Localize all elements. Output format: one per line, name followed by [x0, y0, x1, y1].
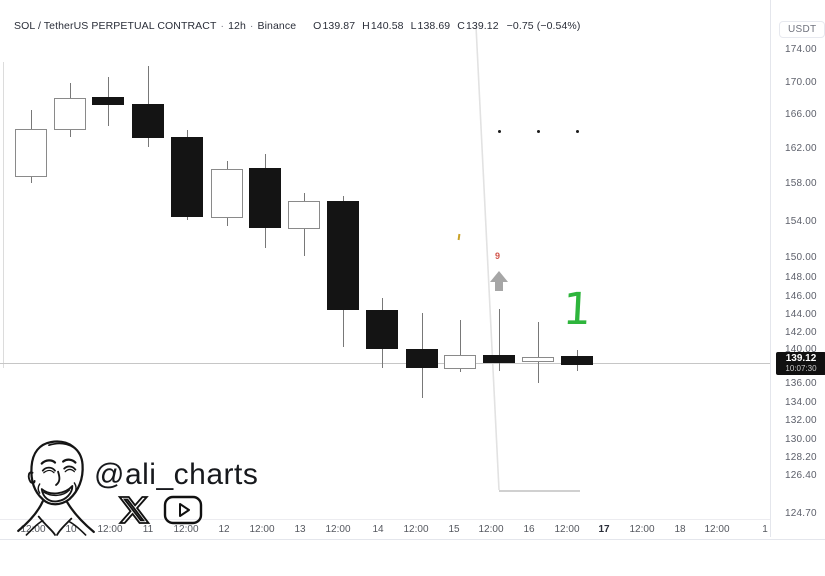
price-axis-label: 124.70: [785, 508, 817, 519]
time-axis-label: 18: [674, 524, 686, 535]
price-axis-label: 154.00: [785, 216, 817, 227]
open-value: 139.87: [322, 20, 356, 32]
candle-down: [406, 349, 438, 368]
low-value: 138.69: [417, 20, 451, 32]
last-price-value: 139.12: [785, 353, 817, 364]
indicator-dot: [576, 130, 579, 133]
drawing-lines-layer: [475, 25, 580, 492]
price-axis-label: 140.00: [785, 344, 817, 355]
indicator-dot: [537, 130, 540, 133]
price-axis-label: 162.00: [785, 143, 817, 154]
high-value: 140.58: [370, 20, 404, 32]
price-axis-label: 150.00: [785, 252, 817, 263]
candle-wick: [498, 309, 500, 371]
open-label: O: [313, 20, 322, 32]
vertical-trend-line[interactable]: [475, 25, 500, 491]
green-one-annotation[interactable]: 1: [561, 284, 593, 335]
price-axis-label: 170.00: [785, 77, 817, 88]
price-axis-label: 174.00: [785, 44, 817, 55]
candle-up: [54, 98, 86, 130]
time-axis-label: 12:00: [249, 524, 275, 535]
time-axis-label: 12:00: [629, 524, 655, 535]
candle-up: [211, 169, 243, 218]
last-price-line: [0, 363, 770, 364]
sequential-nine-label: 9: [495, 251, 501, 261]
price-axis-label: 158.00: [785, 178, 817, 189]
candle-up: [15, 129, 47, 177]
candle-down: [561, 356, 593, 365]
interval-label[interactable]: 12h: [228, 20, 246, 32]
bar-countdown: 10:07:30: [785, 364, 817, 373]
candle-down: [171, 137, 203, 217]
candle-down: [92, 97, 124, 105]
price-axis-label: 126.40: [785, 470, 817, 481]
legend-separator: ·: [249, 20, 254, 32]
chart-pane[interactable]: 9 1: [0, 0, 770, 520]
time-axis-label: 1: [762, 524, 768, 535]
candle-down: [366, 310, 398, 349]
low-label: L: [410, 20, 417, 32]
price-axis-label: 134.00: [785, 397, 817, 408]
price-axis-label: 148.00: [785, 272, 817, 283]
candle-down: [132, 104, 164, 138]
price-axis[interactable]: USDT 174.00 170.00 166.00 162.00 158.00 154.0…: [770, 0, 825, 537]
up-arrow-stem: [495, 281, 503, 291]
time-axis-label: 12:00: [173, 524, 199, 535]
time-axis-label: 12:00: [20, 524, 46, 535]
candle-down: [327, 201, 359, 310]
symbol-title[interactable]: SOL / TetherUS PERPETUAL CONTRACT: [14, 20, 217, 32]
time-axis-label: 10: [65, 524, 77, 535]
partial-candle-edge: [3, 62, 4, 368]
time-axis-label: 11: [142, 524, 154, 535]
time-axis-label: 17: [598, 524, 610, 535]
price-axis-label: 142.00: [785, 327, 817, 338]
price-axis-label: 146.00: [785, 291, 817, 302]
time-axis-label: 12:00: [97, 524, 123, 535]
change-value: −0.75 (−0.54%): [506, 20, 581, 32]
last-price-badge: 139.12 10:07:30: [776, 352, 825, 375]
candle-up: [288, 201, 320, 229]
price-axis-label: 132.00: [785, 415, 817, 426]
close-label: C: [457, 20, 465, 32]
time-axis-label: 12:00: [554, 524, 580, 535]
candle-up: [522, 357, 554, 362]
time-axis-label: 15: [448, 524, 460, 535]
time-axis-label: 12: [218, 524, 230, 535]
candle-down: [483, 355, 515, 363]
high-label: H: [362, 20, 370, 32]
up-arrow-head: [490, 271, 508, 282]
time-axis-label: 12:00: [403, 524, 429, 535]
up-arrow-marker[interactable]: [490, 271, 508, 291]
currency-toggle-button[interactable]: USDT: [779, 21, 825, 38]
close-value: 139.12: [465, 20, 499, 32]
time-axis[interactable]: 12:00 10 12:00 11 12:00 12 12:00 13 12:00 14 12:00…: [0, 519, 825, 540]
price-axis-label: 136.00: [785, 378, 817, 389]
legend-separator: ·: [220, 20, 225, 32]
ohlc-values: O139.87 H140.58 L138.69 C139.12 −0.75 (−0.54…: [306, 20, 580, 32]
time-axis-label: 12:00: [704, 524, 730, 535]
candle-up: [444, 355, 476, 369]
chart-legend: SOL / TetherUS PERPETUAL CONTRACT · 12h · Bi…: [14, 20, 580, 32]
indicator-dot: [498, 130, 501, 133]
candle-wick: [459, 320, 461, 372]
price-axis-label: 144.00: [785, 309, 817, 320]
time-axis-label: 12:00: [325, 524, 351, 535]
time-axis-label: 12:00: [478, 524, 504, 535]
price-axis-label: 128.20: [785, 452, 817, 463]
time-axis-label: 16: [523, 524, 535, 535]
price-axis-label: 130.00: [785, 434, 817, 445]
candle-down: [249, 168, 281, 228]
candle-wick: [537, 322, 539, 383]
price-axis-label: 166.00: [785, 109, 817, 120]
time-axis-label: 13: [294, 524, 306, 535]
time-axis-label: 14: [372, 524, 384, 535]
exchange-label: Binance: [257, 20, 297, 32]
